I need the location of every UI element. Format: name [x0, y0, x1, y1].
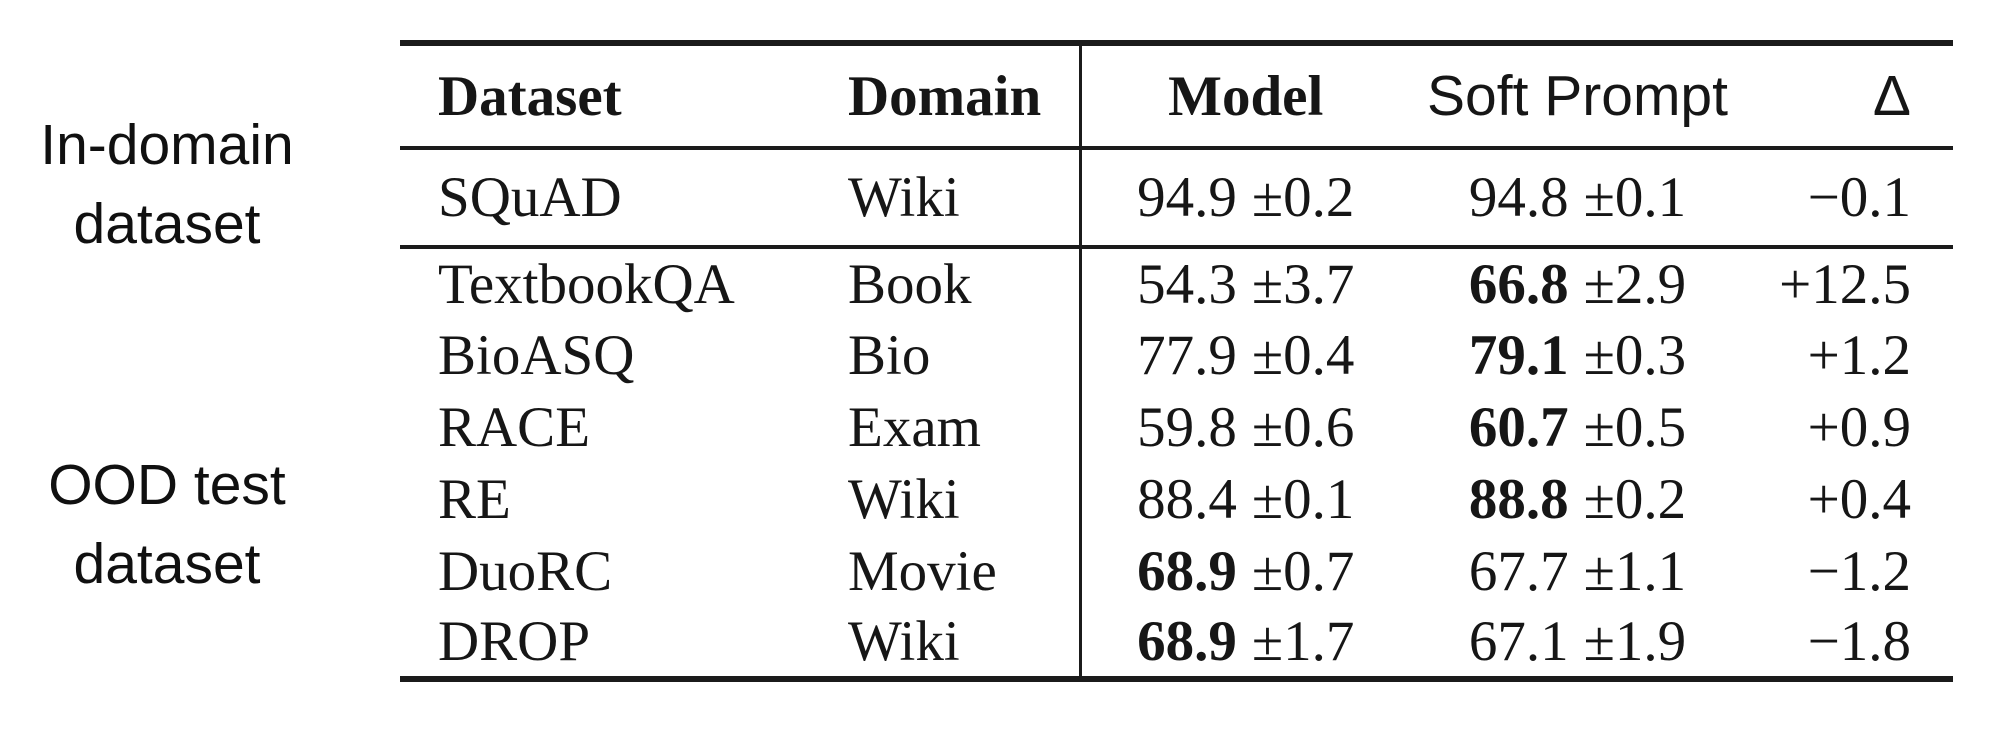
header-dataset: Dataset	[438, 64, 622, 128]
model-score-value: 77.9	[1137, 323, 1237, 387]
model-score-cell: 88.4 ±0.1	[1078, 463, 1410, 535]
delta-cell: +1.2	[1807, 323, 1911, 387]
delta-cell: +0.4	[1807, 467, 1911, 531]
model-score-error: ±0.6	[1251, 395, 1355, 459]
in-domain-label-line2: dataset	[73, 192, 261, 256]
header-model: Model	[1078, 43, 1410, 148]
ood-label-line2: dataset	[73, 532, 261, 596]
delta-cell: −0.1	[1807, 166, 1911, 229]
ood-test-dataset-label: OOD test dataset	[0, 446, 334, 604]
model-score-error: ±0.4	[1251, 323, 1355, 387]
soft-prompt-score-cell: 88.8 ±0.2	[1410, 463, 1745, 535]
soft-prompt-score-value: 67.7	[1468, 539, 1569, 603]
model-score-value: 88.4	[1137, 467, 1237, 531]
soft-prompt-score-cell: 94.8 ±0.1	[1410, 148, 1745, 247]
domain-cell: Bio	[848, 323, 931, 387]
soft-prompt-score-value: 67.1	[1468, 610, 1569, 673]
soft-prompt-score-error: ±0.3	[1583, 323, 1687, 387]
ood-section: TextbookQA Book 54.3 ±3.7 66.8 ±2.9 +12.5 …	[400, 247, 1953, 679]
header-domain: Domain	[848, 64, 1042, 128]
soft-prompt-score-error: ±1.9	[1583, 610, 1687, 673]
soft-prompt-score-error: ±0.1	[1583, 166, 1687, 229]
model-score-value: 68.9	[1137, 539, 1237, 603]
dataset-cell: BioASQ	[438, 323, 635, 387]
soft-prompt-score-cell: 67.1 ±1.9	[1410, 607, 1745, 679]
model-score-value: 59.8	[1137, 395, 1237, 459]
model-score-value: 54.3	[1137, 252, 1237, 316]
table-row-textbookqa: TextbookQA Book 54.3 ±3.7 66.8 ±2.9 +12.5	[400, 247, 1953, 319]
table-row-re: RE Wiki 88.4 ±0.1 88.8 ±0.2 +0.4	[400, 463, 1953, 535]
table-row-drop: DROP Wiki 68.9 ±1.7 67.1 ±1.9 −1.8	[400, 607, 1953, 679]
dataset-cell: DROP	[438, 610, 591, 673]
delta-cell: +12.5	[1779, 252, 1911, 316]
header-soft-prompt: Soft Prompt	[1427, 64, 1728, 128]
soft-prompt-score-value: 88.8	[1468, 467, 1569, 531]
model-score-cell: 59.8 ±0.6	[1078, 391, 1410, 463]
model-score-error: ±3.7	[1251, 252, 1355, 316]
dataset-cell: DuoRC	[438, 539, 613, 603]
delta-cell: +0.9	[1807, 395, 1911, 459]
header-row: Dataset Domain Model Soft Prompt Δ	[400, 43, 1953, 148]
domain-cell: Movie	[848, 539, 997, 603]
table-header: Dataset Domain Model Soft Prompt Δ	[400, 43, 1953, 148]
model-score-error: ±0.7	[1251, 539, 1355, 603]
soft-prompt-score-cell: 67.7 ±1.1	[1410, 535, 1745, 607]
soft-prompt-score-value: 94.8	[1468, 166, 1569, 229]
dataset-cell: TextbookQA	[438, 252, 735, 316]
domain-cell: Exam	[848, 395, 981, 459]
soft-prompt-score-cell: 79.1 ±0.3	[1410, 319, 1745, 391]
results-table: Dataset Domain Model Soft Prompt Δ SQuAD…	[400, 40, 1953, 682]
table-row-duorc: DuoRC Movie 68.9 ±0.7 67.7 ±1.1 −1.2	[400, 535, 1953, 607]
dataset-cell: RACE	[438, 395, 591, 459]
in-domain-dataset-label: In-domain dataset	[0, 106, 334, 264]
table-row-bioasq: BioASQ Bio 77.9 ±0.4 79.1 ±0.3 +1.2	[400, 319, 1953, 391]
in-domain-label-line1: In-domain	[40, 113, 294, 177]
soft-prompt-score-value: 66.8	[1468, 252, 1569, 316]
model-score-cell: 68.9 ±1.7	[1078, 607, 1410, 679]
model-score-cell: 94.9 ±0.2	[1078, 148, 1410, 247]
soft-prompt-score-error: ±0.2	[1583, 467, 1687, 531]
domain-cell: Wiki	[848, 166, 960, 229]
dataset-cell: SQuAD	[438, 166, 622, 229]
model-score-value: 68.9	[1137, 610, 1237, 673]
model-score-error: ±0.1	[1251, 467, 1355, 531]
ood-label-line1: OOD test	[48, 453, 286, 517]
delta-cell: −1.2	[1807, 539, 1911, 603]
table-row-squad: SQuAD Wiki 94.9 ±0.2 94.8 ±0.1 −0.1	[400, 148, 1953, 247]
dataset-cell: RE	[438, 467, 511, 531]
model-score-cell: 54.3 ±3.7	[1078, 247, 1410, 319]
domain-cell: Book	[848, 252, 972, 316]
domain-cell: Wiki	[848, 610, 960, 673]
table-row-race: RACE Exam 59.8 ±0.6 60.7 ±0.5 +0.9	[400, 391, 1953, 463]
model-score-error: ±1.7	[1251, 610, 1355, 673]
soft-prompt-score-error: ±2.9	[1583, 252, 1687, 316]
model-score-cell: 68.9 ±0.7	[1078, 535, 1410, 607]
soft-prompt-score-error: ±0.5	[1583, 395, 1687, 459]
soft-prompt-score-value: 60.7	[1468, 395, 1569, 459]
header-delta: Δ	[1872, 64, 1911, 128]
soft-prompt-score-error: ±1.1	[1583, 539, 1687, 603]
domain-cell: Wiki	[848, 467, 960, 531]
model-score-cell: 77.9 ±0.4	[1078, 319, 1410, 391]
soft-prompt-score-value: 79.1	[1468, 323, 1569, 387]
delta-cell: −1.8	[1807, 610, 1911, 673]
in-domain-section: SQuAD Wiki 94.9 ±0.2 94.8 ±0.1 −0.1	[400, 148, 1953, 247]
model-score-error: ±0.2	[1251, 166, 1355, 229]
soft-prompt-score-cell: 60.7 ±0.5	[1410, 391, 1745, 463]
model-score-value: 94.9	[1137, 166, 1237, 229]
soft-prompt-score-cell: 66.8 ±2.9	[1410, 247, 1745, 319]
